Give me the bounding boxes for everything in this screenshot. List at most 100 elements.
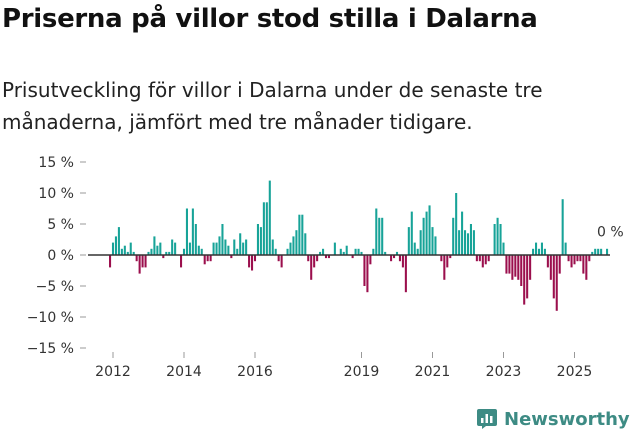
x-tick-label: 2025 bbox=[557, 364, 593, 380]
bar bbox=[502, 242, 505, 255]
bar bbox=[552, 255, 555, 299]
bar bbox=[138, 255, 141, 274]
bar bbox=[570, 255, 573, 268]
bar bbox=[384, 251, 387, 255]
bar bbox=[434, 236, 437, 255]
bar bbox=[221, 224, 224, 255]
last-value-label: 0 % bbox=[597, 224, 624, 240]
newsworthy-logo: Newsworthy bbox=[476, 408, 630, 430]
bar bbox=[156, 245, 159, 255]
bar bbox=[212, 242, 215, 255]
bar bbox=[535, 242, 538, 255]
bar bbox=[520, 255, 523, 286]
bar bbox=[398, 255, 401, 262]
bar bbox=[455, 193, 458, 255]
bar bbox=[440, 255, 443, 262]
bar bbox=[401, 255, 404, 268]
bar bbox=[191, 208, 194, 255]
bar bbox=[319, 251, 322, 255]
bar bbox=[443, 255, 446, 280]
bar bbox=[475, 255, 478, 262]
bar bbox=[537, 248, 541, 255]
bar bbox=[378, 217, 381, 255]
bar bbox=[543, 248, 546, 255]
newsworthy-icon bbox=[477, 409, 497, 429]
bar bbox=[416, 248, 419, 255]
bar bbox=[301, 214, 304, 255]
bar bbox=[259, 227, 262, 255]
y-tick-label: 0 % bbox=[47, 248, 74, 264]
bar bbox=[532, 248, 535, 255]
bar bbox=[487, 255, 490, 262]
bar bbox=[218, 236, 221, 255]
bar bbox=[594, 248, 597, 255]
bar bbox=[582, 255, 585, 274]
bar bbox=[466, 233, 470, 255]
bar bbox=[369, 255, 372, 265]
bar bbox=[428, 205, 431, 255]
bar bbox=[180, 255, 183, 268]
bar bbox=[236, 248, 239, 255]
bar bbox=[555, 255, 558, 311]
bar bbox=[478, 255, 481, 262]
bar bbox=[354, 248, 357, 255]
bar bbox=[141, 255, 144, 268]
bar bbox=[316, 255, 319, 262]
bar bbox=[410, 211, 413, 255]
y-tick-label: −5 % bbox=[36, 279, 74, 295]
bar bbox=[493, 224, 496, 255]
bar bbox=[188, 242, 191, 255]
bar bbox=[327, 255, 330, 259]
bar bbox=[549, 255, 552, 280]
bar bbox=[567, 255, 570, 262]
bar bbox=[576, 255, 579, 262]
bar bbox=[295, 230, 298, 255]
bar bbox=[120, 248, 123, 255]
bar bbox=[588, 255, 591, 262]
bar bbox=[393, 255, 396, 259]
bar bbox=[227, 245, 230, 255]
y-tick-label: 10 % bbox=[38, 186, 74, 202]
y-tick-label: −10 % bbox=[27, 310, 74, 326]
brand-name: Newsworthy bbox=[504, 408, 630, 430]
bar bbox=[564, 242, 567, 255]
bar bbox=[203, 255, 206, 265]
bar bbox=[256, 224, 259, 255]
bar bbox=[390, 255, 393, 262]
bar bbox=[230, 255, 233, 259]
bar bbox=[262, 202, 265, 255]
bar bbox=[395, 251, 399, 255]
bar bbox=[248, 255, 251, 268]
bar bbox=[413, 242, 416, 255]
bar bbox=[194, 224, 197, 255]
bar bbox=[481, 255, 484, 268]
bar bbox=[322, 248, 325, 255]
bar bbox=[449, 255, 452, 259]
bar bbox=[484, 255, 487, 265]
bar bbox=[200, 248, 203, 255]
bar bbox=[197, 245, 200, 255]
bar bbox=[523, 255, 526, 305]
bar bbox=[529, 255, 532, 280]
bar bbox=[472, 230, 475, 255]
bar bbox=[342, 251, 345, 255]
bar bbox=[224, 239, 227, 255]
bar bbox=[245, 239, 248, 255]
x-tick-label: 2023 bbox=[486, 364, 522, 380]
bar bbox=[286, 248, 289, 255]
bar bbox=[597, 248, 600, 255]
chart-title: Priserna på villor stod stilla i Dalarna bbox=[2, 4, 538, 34]
x-tick-label: 2021 bbox=[415, 364, 451, 380]
y-tick-label: 15 % bbox=[38, 155, 74, 171]
bar bbox=[310, 255, 313, 280]
bar bbox=[464, 230, 467, 255]
bar bbox=[265, 202, 268, 255]
bar bbox=[123, 245, 126, 255]
bar bbox=[280, 255, 283, 268]
bar bbox=[366, 255, 369, 293]
bar bbox=[404, 255, 407, 293]
bar bbox=[251, 255, 254, 271]
bar bbox=[215, 242, 218, 255]
bar bbox=[174, 242, 177, 255]
bar bbox=[298, 214, 301, 255]
